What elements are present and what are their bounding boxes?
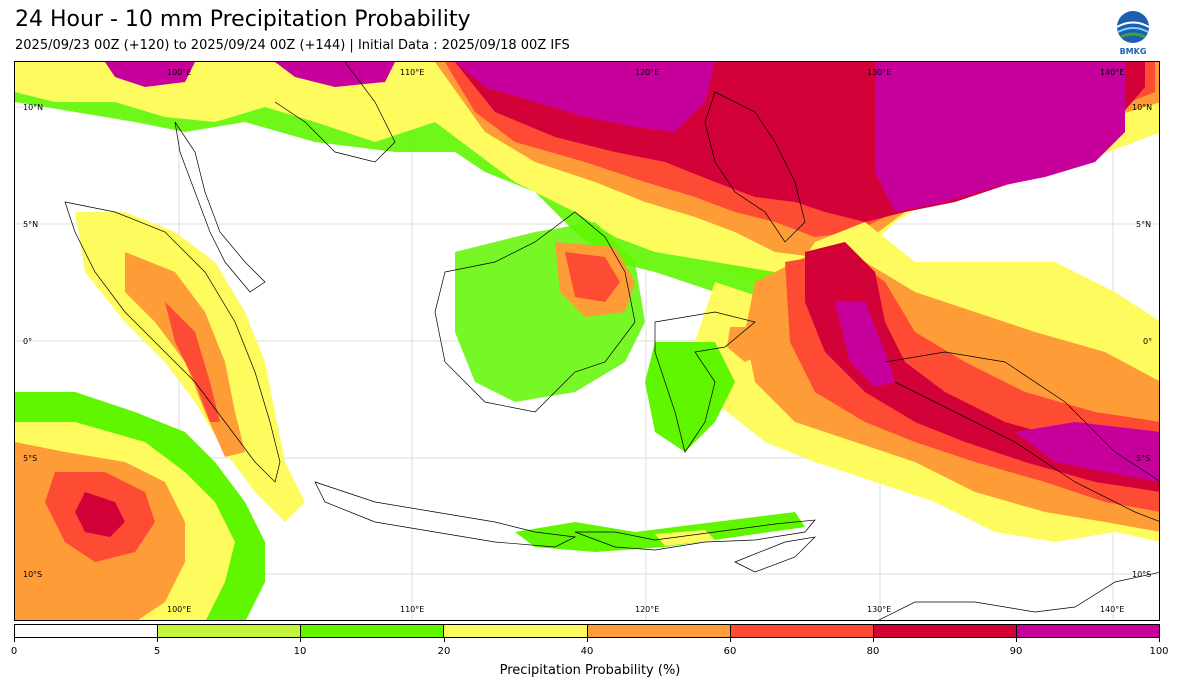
colorbar-tick-label: 90 [1009,646,1023,657]
lon-label-bottom: 130°E [867,605,892,614]
colorbar-bin [158,625,302,637]
lon-label-top: 140°E [1100,68,1125,77]
lon-label-top: 130°E [867,68,892,77]
colorbar-bin [301,625,445,637]
precip-core-east [875,62,1125,212]
colorbar-tickmark [730,638,731,642]
colorbar-bin [730,625,874,637]
precipitation-field [15,62,1159,620]
lat-label-left: 0° [23,337,33,346]
lat-label-left: 5°S [23,454,38,463]
lon-label-bottom: 120°E [635,605,660,614]
precip-java-strip [515,512,805,552]
coast-timor [734,536,817,573]
lat-label-right: 5°N [1136,220,1152,229]
precip-band-north-magenta [455,62,715,132]
coast-indochina [274,62,396,163]
precip-sulawesi-orange [727,327,765,362]
colorbar-tickmark [587,638,588,642]
lon-label-bottom: 110°E [400,605,425,614]
coast-philippines [704,91,806,243]
lat-label-right: 10°S [1132,570,1152,579]
colorbar-bin [587,625,731,637]
precip-southeast-magenta [1015,422,1159,482]
coast-sumatra [64,201,281,483]
colorbar-tickmark [873,638,874,642]
precip-east-magenta [835,302,895,387]
colorbar-tick-label: 20 [437,646,451,657]
lon-label-top: 110°E [400,68,425,77]
precip-southwest-crimson [75,492,125,537]
lat-label-left: 10°N [23,103,44,112]
chart-subtitle: 2025/09/23 00Z (+120) to 2025/09/24 00Z … [15,38,570,53]
colorbar-bin [1016,625,1159,637]
lat-label-left: 5°N [23,220,39,229]
precip-core-northwest-2 [275,62,395,87]
colorbar-tick-label: 40 [580,646,594,657]
lat-label-right: 10°N [1132,103,1153,112]
colorbar-tickmark [300,638,301,642]
colorbar-bin [873,625,1017,637]
coastlines [64,62,1159,620]
colorbar [14,624,1160,638]
colorbar-tick-label: 100 [1149,646,1169,657]
svg-text:BMKG: BMKG [1120,47,1147,56]
coast-malay [174,121,266,293]
lat-label-right: 0° [1143,337,1153,346]
lon-label-bottom: 100°E [167,605,192,614]
coast-australia [878,572,1159,620]
colorbar-tickmark [444,638,445,642]
coast-borneo [434,211,636,413]
lat-label-right: 5°S [1136,454,1151,463]
colorbar-tickmark [14,638,15,642]
lon-label-bottom: 140°E [1100,605,1125,614]
precip-core-northwest [105,62,195,87]
colorbar-bin [444,625,588,637]
colorbar-label: Precipitation Probability (%) [499,663,681,678]
precip-sulawesi [645,342,735,452]
colorbar-tick-label: 60 [723,646,737,657]
coast-java [314,481,577,548]
precip-sumatra-red [165,302,220,422]
colorbar-bin [15,625,159,637]
colorbar-tickmark [1159,638,1160,642]
lat-label-left: 10°S [23,570,43,579]
coast-nusa [574,519,816,551]
lon-label-top: 100°E [167,68,192,77]
colorbar-tick-label: 80 [866,646,880,657]
colorbar-tickmark [157,638,158,642]
coast-papua [884,351,1159,522]
precip-borneo-red [565,252,620,302]
colorbar-tick-label: 5 [153,646,161,657]
bmkg-logo: BMKG [1116,11,1150,56]
colorbar-tick-label: 10 [293,646,307,657]
chart-title: 24 Hour - 10 mm Precipitation Probabilit… [15,7,471,32]
colorbar-tick-label: 0 [10,646,18,657]
precipitation-map: 100°E 110°E 120°E 130°E 140°E 100°E 110°… [14,61,1160,621]
coast-sulawesi [654,311,756,453]
lon-label-top: 120°E [635,68,660,77]
colorbar-tickmark [1016,638,1017,642]
